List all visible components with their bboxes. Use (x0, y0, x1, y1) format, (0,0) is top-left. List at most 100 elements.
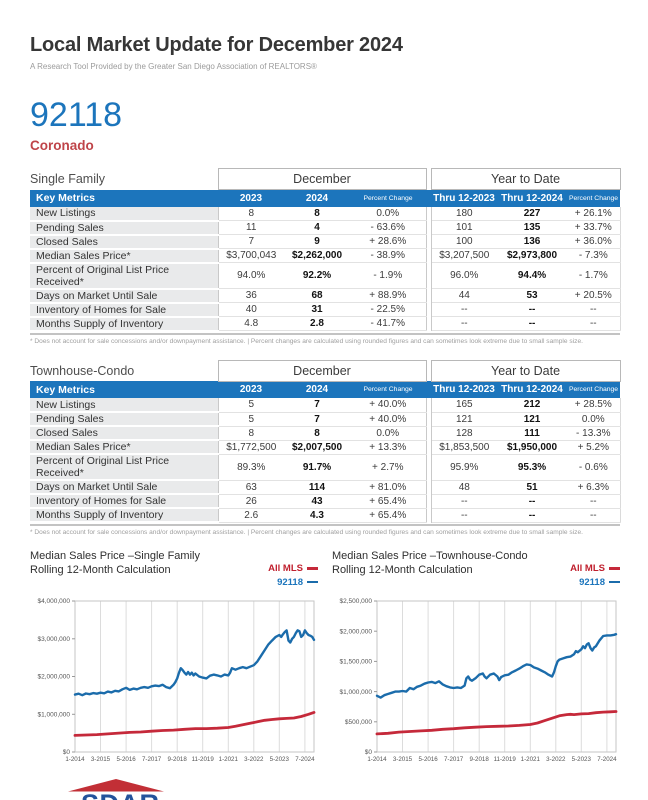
city-name: Coronado (30, 138, 94, 153)
svg-text:$1,000,000: $1,000,000 (339, 688, 372, 695)
metric-value: 8 (284, 206, 350, 221)
col-gap (426, 381, 432, 398)
metric-value: 92.2% (284, 262, 350, 289)
column-spacer (425, 480, 432, 494)
group-header-ytd: Year to Date (430, 168, 621, 190)
svg-text:11-2019: 11-2019 (494, 756, 517, 763)
table-row: Percent of Original List Price Received*… (30, 262, 621, 290)
svg-text:1-2021: 1-2021 (219, 756, 239, 763)
table-row: New Listings 5 7 + 40.0% 165 212 + 28.5% (30, 398, 621, 413)
svg-text:$0: $0 (63, 749, 71, 756)
metric-value: -- (567, 508, 621, 523)
svg-text:$1,500,000: $1,500,000 (339, 658, 372, 665)
metric-value: 7 (217, 234, 284, 249)
table-row: Inventory of Homes for Sale 40 31- 22.5% --… (30, 302, 621, 318)
svg-text:1-2014: 1-2014 (367, 756, 387, 763)
metric-value: $3,207,500 (431, 248, 498, 263)
metric-value: 48 (431, 480, 498, 495)
metric-value: - 41.7% (350, 316, 427, 331)
metric-label: Pending Sales (30, 412, 218, 427)
metric-value: - 38.9% (350, 248, 427, 263)
column-spacer (425, 440, 432, 454)
zip-code: 92118 (30, 96, 123, 134)
legend-line-swatch (609, 581, 620, 584)
col-2024: 2024 (284, 189, 350, 207)
metric-value: -- (567, 316, 621, 331)
column-spacer (425, 412, 432, 426)
column-spacer (425, 494, 432, 508)
section-title: Single Family (30, 172, 106, 186)
metric-value: 94.4% (497, 262, 568, 289)
table-row: Months Supply of Inventory 2.6 4.3 + 65.4% -… (30, 508, 621, 523)
metric-value: -- (497, 508, 568, 523)
metric-value: 180 (431, 206, 498, 221)
metric-value: -- (497, 302, 568, 317)
metric-value: - 13.3% (567, 426, 621, 441)
metric-value: 26 (217, 494, 284, 509)
metric-value: 5 (217, 412, 284, 427)
metric-value: + 28.5% (567, 398, 621, 413)
metric-value: 2.6 (217, 508, 284, 523)
report-header: Local Market Update for December 2024 A … (30, 34, 618, 71)
metric-label: New Listings (30, 206, 218, 222)
metric-value: 68 (284, 288, 350, 303)
svg-text:7-2024: 7-2024 (295, 756, 315, 763)
metric-value: + 65.4% (350, 508, 427, 523)
table-row: Days on Market Until Sale 63 114 + 81.0% 48 5… (30, 480, 621, 495)
column-spacer (425, 288, 432, 303)
col-thru-2023: Thru 12-2023 (431, 381, 498, 398)
svg-text:3-2015: 3-2015 (393, 756, 413, 763)
svg-text:$0: $0 (365, 749, 373, 756)
metric-value: 8 (217, 206, 284, 221)
svg-text:9-2018: 9-2018 (470, 756, 490, 763)
table-row: Inventory of Homes for Sale 26 43 + 65.4% --… (30, 494, 621, 509)
chart-townhouse-condo: Median Sales Price –Townhouse-Condo Roll… (332, 550, 620, 768)
metric-value: 4 (284, 220, 350, 235)
metric-value: + 6.3% (567, 480, 621, 495)
metric-value: + 88.9% (350, 288, 427, 303)
metric-value: + 65.4% (350, 494, 427, 509)
metric-value: - 1.9% (350, 262, 427, 289)
group-header-row: Single Family December Year to Date (30, 168, 621, 190)
metric-label: Pending Sales (30, 220, 218, 236)
col-gap (426, 189, 432, 207)
column-spacer (425, 426, 432, 440)
metric-label: Months Supply of Inventory (30, 316, 218, 332)
group-header-december: December (217, 168, 427, 190)
metric-value: 111 (497, 426, 568, 441)
column-spacer (425, 316, 432, 331)
metric-value: - 7.3% (567, 248, 621, 263)
col-thru-2024: Thru 12-2024 (497, 381, 568, 398)
svg-text:1-2014: 1-2014 (65, 756, 85, 763)
section-title: Townhouse-Condo (30, 363, 135, 378)
metric-value: + 2.7% (350, 454, 427, 481)
metric-value: $1,853,500 (431, 440, 498, 455)
column-spacer (425, 234, 432, 249)
metric-value: 0.0% (567, 412, 621, 427)
metric-value: -- (431, 508, 498, 523)
metric-label: Percent of Original List Price Received* (30, 262, 218, 290)
table-row: Closed Sales 8 8 0.0% 128 111- 13.3% (30, 426, 621, 441)
svg-text:$4,000,000: $4,000,000 (37, 598, 70, 605)
metric-value: -- (567, 494, 621, 509)
chart-single-family: Median Sales Price –Single Family Rollin… (30, 550, 318, 768)
col-2024: 2024 (284, 381, 350, 398)
svg-text:3-2015: 3-2015 (91, 756, 111, 763)
col-2023: 2023 (218, 189, 284, 207)
metric-value: 11 (217, 220, 284, 235)
metric-value: 5 (217, 398, 284, 413)
svg-text:$2,000,000: $2,000,000 (37, 673, 70, 680)
metric-value: - 0.6% (567, 454, 621, 481)
condo-table: Townhouse-Condo December Year to Date Ke… (30, 359, 621, 523)
location-block: 92118 Coronado (30, 98, 618, 153)
metric-value: -- (431, 302, 498, 317)
table-row: Months Supply of Inventory 4.8 2.8- 41.7% -… (30, 316, 621, 332)
metric-label: Median Sales Price* (30, 440, 218, 455)
metric-value: 121 (497, 412, 568, 427)
condo-chart-canvas: $0 $500,000 $1,000,000 $1,500,000 $2,000,000… (339, 598, 618, 763)
metric-value: 44 (431, 288, 498, 303)
metric-label: Percent of Original List Price Received* (30, 454, 218, 481)
table-row: Pending Sales 5 7 + 40.0% 121 121 0.0% (30, 412, 621, 427)
metric-value: 100 (431, 234, 498, 249)
chart-title: Median Sales Price –Single Family Rollin… (30, 550, 200, 576)
